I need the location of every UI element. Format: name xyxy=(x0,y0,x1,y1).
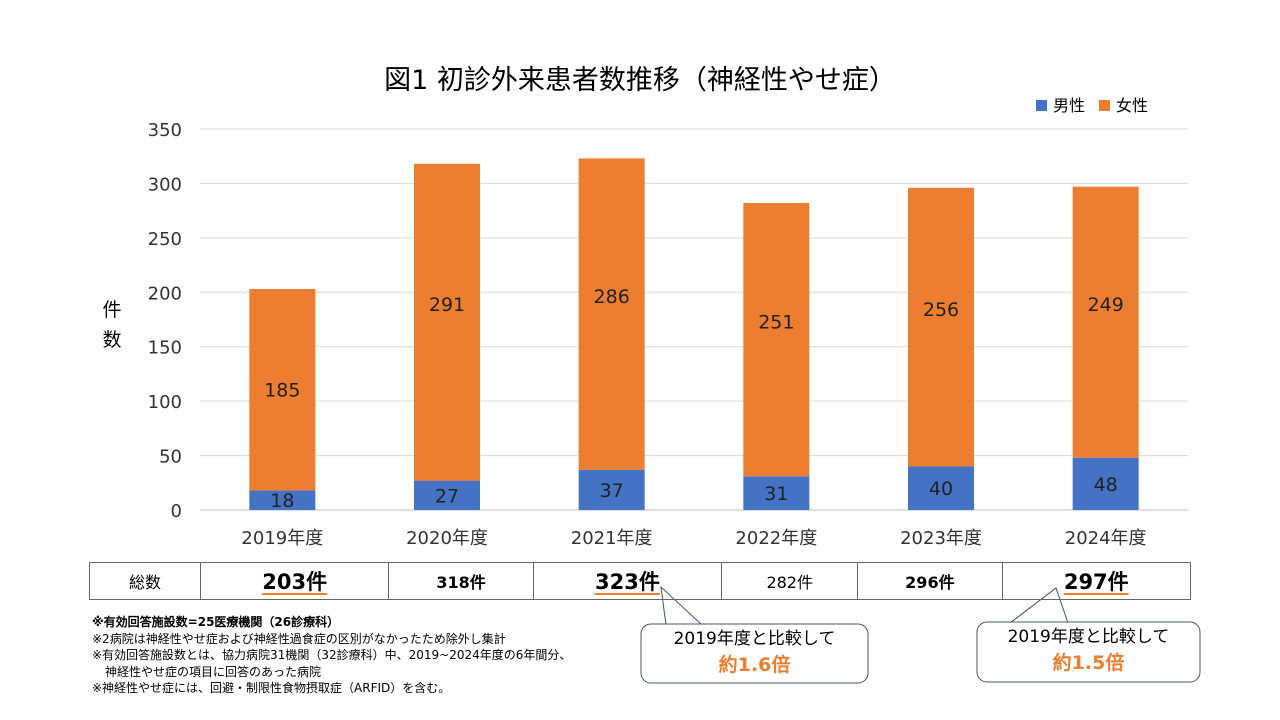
bar-female xyxy=(908,187,974,467)
x-tick-label: 2019年度 xyxy=(241,528,323,549)
x-tick-label: 2024年度 xyxy=(1065,528,1147,549)
data-label: 40 xyxy=(929,478,953,500)
bar-female xyxy=(1072,186,1139,458)
bar-male xyxy=(249,490,316,510)
totals-row: 総数 203件 318件 323件 282件 296件 297件 xyxy=(89,562,1192,600)
legend-label-male: 男性 xyxy=(1053,96,1086,115)
data-label: 37 xyxy=(600,480,624,502)
callout-text: 2019年度と比較して xyxy=(673,629,836,649)
x-tick-label: 2021年度 xyxy=(571,528,653,549)
bar-female xyxy=(743,203,810,477)
legend-swatch-male xyxy=(1036,100,1047,111)
callout-2024: 2019年度と比較して 約1.5倍 xyxy=(977,624,1200,676)
y-tick-label: 350 xyxy=(148,120,182,141)
bar-female xyxy=(414,163,480,481)
data-label: 18 xyxy=(270,490,294,512)
callout-2021: 2019年度と比較して 約1.6倍 xyxy=(641,626,868,678)
y-tick-label: 300 xyxy=(148,174,182,195)
total-2019: 203件 xyxy=(262,570,328,594)
y-tick-label: 100 xyxy=(148,392,182,413)
total-2022: 282件 xyxy=(766,573,813,592)
total-2023: 296件 xyxy=(905,573,955,592)
callout-text: 2019年度と比較して xyxy=(1007,627,1170,647)
totals-table: 総数 203件 318件 323件 282件 296件 297件 xyxy=(89,562,1192,600)
callout-ratio: 約1.5倍 xyxy=(1052,652,1125,674)
data-label: 249 xyxy=(1088,294,1124,316)
y-tick-label: 200 xyxy=(148,283,182,304)
x-tick-label: 2020年度 xyxy=(406,528,488,549)
y-axis-label: 件数 xyxy=(102,299,122,351)
x-tick-label: 2023年度 xyxy=(900,528,982,549)
total-2021: 323件 xyxy=(595,570,660,594)
bar-male xyxy=(414,480,480,510)
y-tick-label: 250 xyxy=(148,229,182,250)
data-label: 185 xyxy=(264,380,300,402)
legend-item-female: 女性 xyxy=(1099,92,1148,116)
data-label: 251 xyxy=(758,312,794,334)
data-label: 27 xyxy=(435,485,459,507)
callout-box-2 xyxy=(976,621,1201,683)
bar-male xyxy=(743,476,810,510)
footnotes: ※有効回答施設数=25医療機関（26診療科） ※2病院は神経性やせ症および神経性… xyxy=(92,614,571,697)
chart-title: 図1 初診外来患者数推移（神経性やせ症） xyxy=(384,65,896,96)
legend: 男性 女性 xyxy=(1036,92,1148,116)
footnote: ※2病院は神経性やせ症および神経性過食症の区別がなかったため除外し集計 xyxy=(92,631,506,646)
legend-label-female: 女性 xyxy=(1116,96,1149,115)
bar-female xyxy=(578,158,645,470)
totals-label: 総数 xyxy=(89,562,201,600)
bar-male xyxy=(908,466,974,510)
total-2020: 318件 xyxy=(436,573,486,592)
legend-swatch-female xyxy=(1099,100,1111,111)
data-label: 286 xyxy=(594,286,630,308)
footnote: ※有効回答施設数=25医療機関（26診療科） xyxy=(92,615,340,629)
legend-item-male: 男性 xyxy=(1036,92,1085,116)
y-tick-label: 0 xyxy=(171,501,182,522)
x-tick-label: 2022年度 xyxy=(735,528,817,549)
bar-male xyxy=(578,469,645,510)
callout-box-1 xyxy=(640,623,869,684)
data-label: 48 xyxy=(1094,474,1118,496)
y-tick-label: 150 xyxy=(148,338,182,359)
data-label: 31 xyxy=(764,483,788,505)
data-label: 291 xyxy=(429,294,465,316)
bar-female xyxy=(249,289,316,491)
data-label: 256 xyxy=(923,299,959,321)
bar-male xyxy=(1072,457,1139,510)
y-tick-label: 50 xyxy=(159,447,182,468)
total-2024: 297件 xyxy=(1063,570,1129,594)
footnote: ※神経性やせ症には、回避・制限性食物摂取症（ARFID）を含む。 xyxy=(92,681,451,695)
footnote: ※有効回答施設数とは、協力病院31機関（32診療科）中、2019~2024年度の… xyxy=(92,648,572,662)
callout-ratio: 約1.6倍 xyxy=(718,654,791,676)
footnote: 神経性やせ症の項目に回答のあった病院 xyxy=(105,664,322,679)
